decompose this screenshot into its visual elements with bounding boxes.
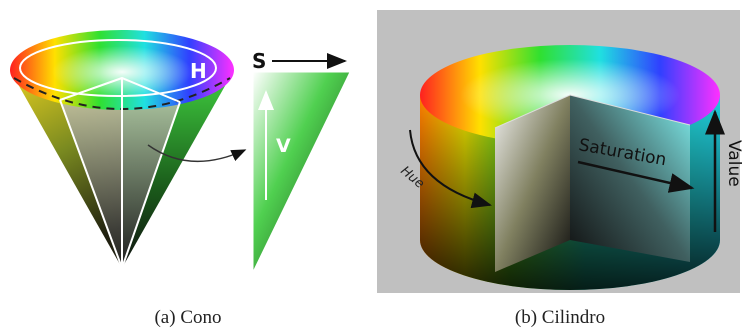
figure: H S V Hue Saturation Value (a) Cono (b) …: [0, 0, 745, 334]
value-label: Value: [724, 140, 744, 187]
s-label: S: [252, 49, 266, 73]
caption: (a) Cono: [154, 307, 221, 328]
triangle: [253, 72, 350, 272]
cylinder-image: Hue Saturation Value: [377, 10, 744, 293]
caption: (b) Cilindro: [515, 307, 605, 328]
v-label: V: [276, 135, 291, 157]
cone-image: H S V: [10, 30, 350, 272]
h-label: H: [190, 59, 207, 83]
